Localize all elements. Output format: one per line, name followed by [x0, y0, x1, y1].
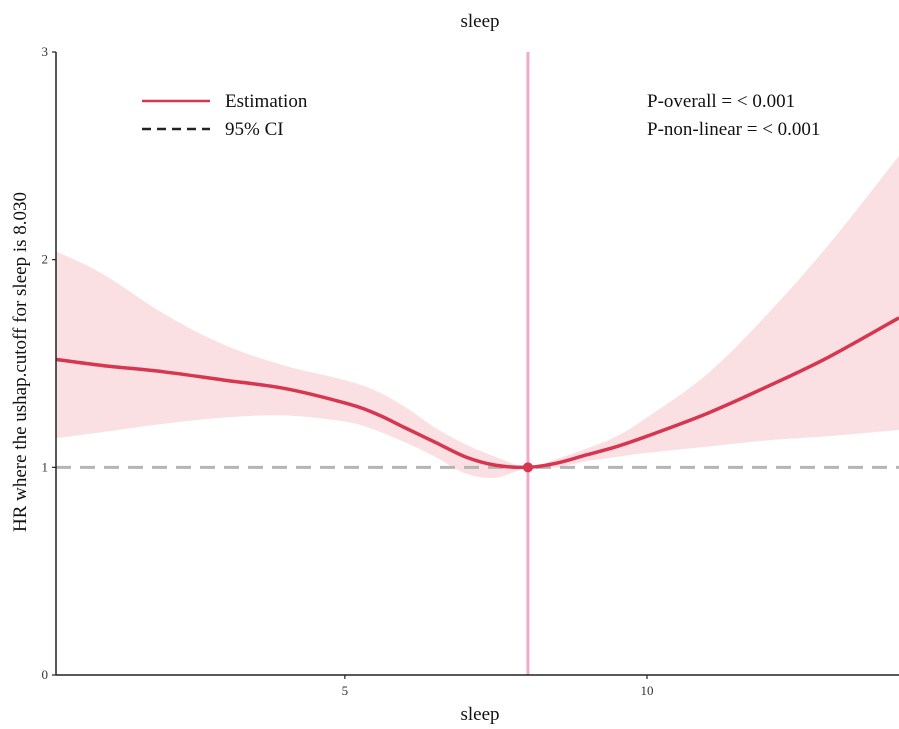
y-tick-label: 3	[42, 44, 49, 59]
estimation-line	[55, 316, 899, 470]
legend-label-ci: 95% CI	[225, 119, 284, 140]
legend: Estimation 95% CI	[142, 91, 308, 140]
confidence-band	[56, 155, 899, 479]
x-tick-label: 10	[641, 683, 654, 698]
axes: 0 1 2 3 5 10	[42, 44, 899, 698]
chart-title: sleep	[460, 11, 499, 32]
annotations: P-overall = < 0.001 P-non-linear = < 0.0…	[647, 91, 820, 140]
y-tick-label: 2	[42, 252, 49, 267]
x-tick-label: 5	[342, 683, 349, 698]
p-non-linear-annotation: P-non-linear = < 0.001	[647, 119, 820, 140]
y-tick-label: 1	[42, 459, 49, 474]
y-axis-title: HR where the ushap.cutoff for sleep is 8…	[10, 192, 31, 532]
x-axis-title: sleep	[460, 704, 499, 725]
legend-label-estimation: Estimation	[225, 91, 308, 112]
y-tick-label: 0	[42, 667, 49, 682]
p-overall-annotation: P-overall = < 0.001	[647, 91, 795, 112]
cutoff-point	[522, 462, 533, 473]
plot-area	[55, 52, 899, 675]
